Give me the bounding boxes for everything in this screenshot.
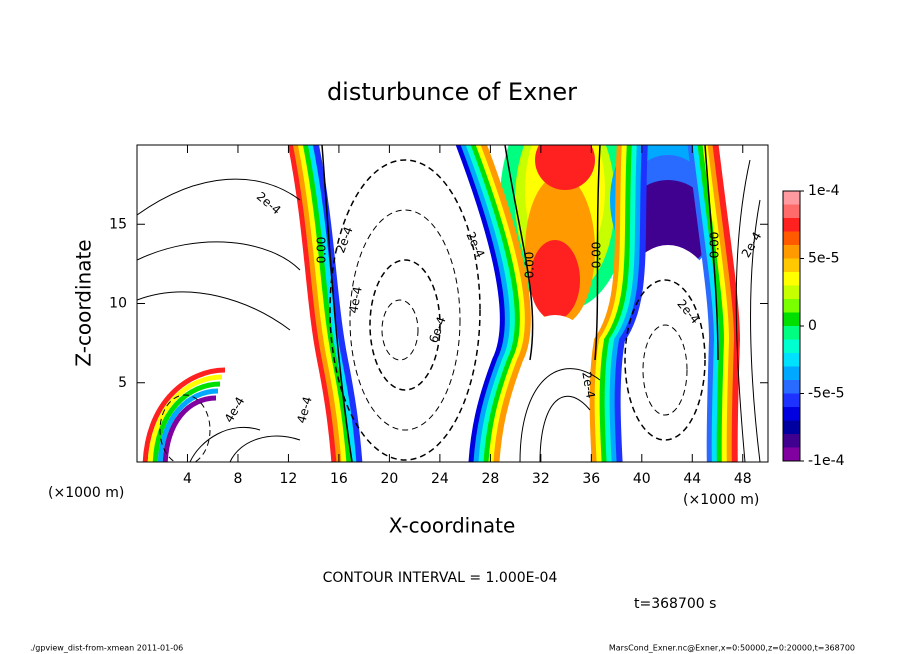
contour-label: 0.00 xyxy=(315,237,329,264)
contour-label: 4e-4 xyxy=(346,285,364,314)
x-tick-label: 4 xyxy=(183,471,192,487)
x-unit: (×1000 m) xyxy=(683,492,759,508)
colorbar-swatch xyxy=(783,447,800,462)
chart-title: disturbunce of Exner xyxy=(327,78,577,106)
y-axis-label: Z-coordinate xyxy=(72,239,96,366)
x-tick-label: 40 xyxy=(633,471,651,487)
colorbar-swatch xyxy=(783,326,800,340)
colorbar-swatch xyxy=(783,407,800,421)
colorbar-swatch xyxy=(783,258,800,273)
x-axis-label: X-coordinate xyxy=(389,514,516,538)
colorbar-swatch xyxy=(783,191,800,205)
x-tick-label: 32 xyxy=(532,471,550,487)
x-tick-label: 12 xyxy=(280,471,298,487)
colorbar-swatch xyxy=(783,204,800,219)
colorbar-swatch xyxy=(783,420,800,435)
colorbar-tick-label: -1e-4 xyxy=(808,453,845,469)
colorbar-tick-label: 5e-5 xyxy=(808,251,839,267)
colorbar-swatch xyxy=(783,312,800,327)
colorbar-swatch xyxy=(783,353,800,367)
colorbar-swatch xyxy=(783,285,800,300)
contour-label: 0.00 xyxy=(708,232,722,259)
colorbar-tick-label: 0 xyxy=(808,318,817,334)
x-tick-label: 24 xyxy=(431,471,449,487)
y-tick-label: 5 xyxy=(118,375,127,391)
y-tick-label: 15 xyxy=(109,216,127,232)
x-tick-label: 36 xyxy=(582,471,600,487)
colorbar-swatch xyxy=(783,434,800,448)
colorbar-swatch xyxy=(783,299,800,313)
x-tick-label: 16 xyxy=(330,471,348,487)
footer-left: ./gpview_dist-from-xmean 2011-01-06 xyxy=(30,644,183,653)
colorbar-swatch xyxy=(783,393,800,408)
colorbar-swatch xyxy=(783,339,800,354)
x-tick-label: 20 xyxy=(380,471,398,487)
colorbar-swatch xyxy=(783,272,800,286)
contour-label: 4e-4 xyxy=(294,395,315,425)
footer-right: MarsCond_Exner.nc@Exner,x=0:50000,z=0:20… xyxy=(609,644,855,653)
x-tick-label: 28 xyxy=(481,471,499,487)
colorbar-swatch xyxy=(783,366,800,381)
colorbar-swatch xyxy=(783,218,800,232)
colorbar-tick-label: -5e-5 xyxy=(808,386,845,402)
field xyxy=(137,145,768,462)
contour-interval: CONTOUR INTERVAL = 1.000E-04 xyxy=(323,570,558,586)
contour-label: 0.00 xyxy=(523,252,537,279)
x-tick-label: 48 xyxy=(734,471,752,487)
colorbar-swatch xyxy=(783,245,800,259)
colorbar-swatch xyxy=(783,380,800,394)
time-label: t=368700 s xyxy=(634,596,716,612)
x-tick-label: 8 xyxy=(233,471,242,487)
y-tick-label: 10 xyxy=(109,296,127,312)
x-tick-label: 44 xyxy=(683,471,701,487)
contour-label: 0.00 xyxy=(590,242,604,269)
x-unit: (×1000 m) xyxy=(48,485,124,501)
colorbar-tick-label: 1e-4 xyxy=(808,183,840,199)
contour-label: 2e-4 xyxy=(579,370,597,399)
colorbar-swatch xyxy=(783,231,800,246)
